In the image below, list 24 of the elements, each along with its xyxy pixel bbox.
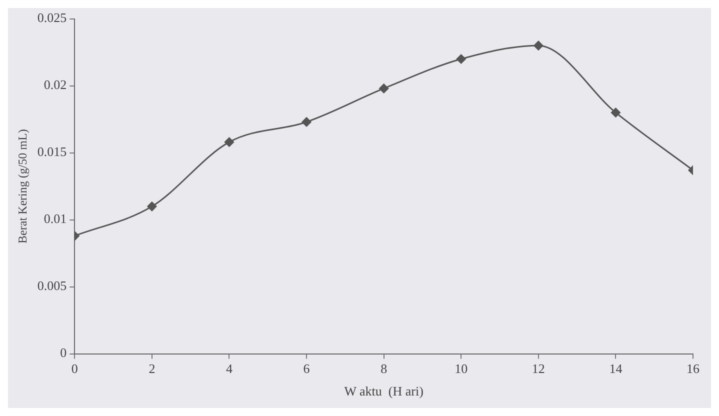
point [379,84,389,94]
x-tick-label: 10 [454,361,468,376]
point [456,54,466,64]
y-tick-label: 0.005 [37,278,67,294]
point [534,40,544,50]
y-tick-label: 0 [60,345,67,360]
y-tick-label: 0.01 [44,211,67,226]
point [224,137,234,147]
y-tick-label: 0.015 [37,144,67,160]
x-tick-label: 6 [303,361,310,376]
x-tick-label: 2 [148,361,156,376]
x-tick-label: 14 [609,361,623,376]
x-tick-label: 12 [532,361,545,376]
point [610,108,620,118]
y-axis-title: Berat Kering (g/50 mL) [15,129,30,244]
x-tick-label: 8 [380,361,388,376]
x-tick-label: 16 [686,361,700,376]
y-tick-label: 0.02 [44,77,67,92]
point [147,202,157,212]
x-axis-title: W aktu (H ari) [344,384,424,399]
point [302,117,312,127]
y-tick-label: 0.025 [37,10,67,26]
x-tick-label: 4 [226,361,233,376]
x-tick-label: 0 [71,361,78,376]
